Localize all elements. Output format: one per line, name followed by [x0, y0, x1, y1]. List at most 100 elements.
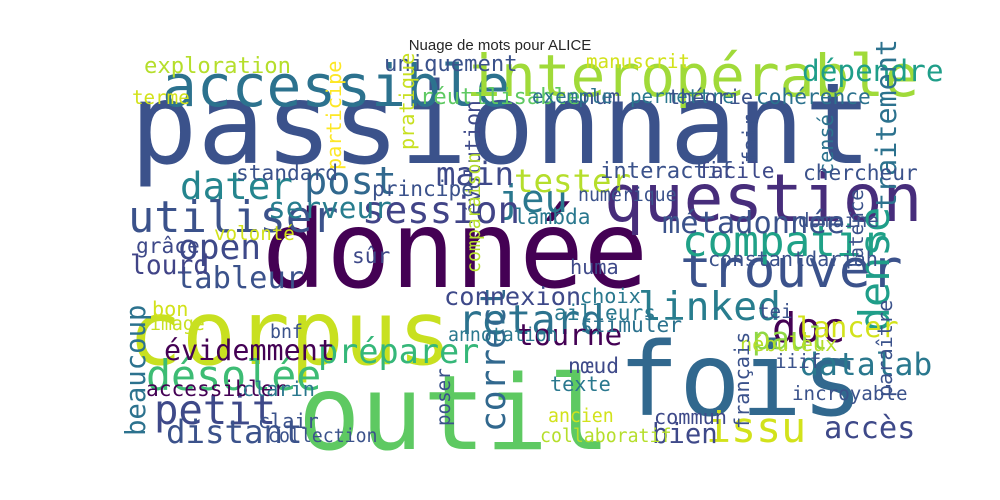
word-lambda: lambda: [514, 204, 591, 229]
word-jeu: jeu: [498, 177, 568, 222]
word-tester: tester: [514, 162, 631, 200]
word-clair: clair: [258, 409, 319, 433]
word-desolee: désolée: [146, 351, 321, 400]
word-francais: français: [730, 332, 754, 429]
word-collection: collection: [268, 426, 378, 447]
word-commun: commun: [654, 405, 727, 429]
word-grace: grâce: [136, 233, 200, 258]
word-correct: correct: [474, 287, 514, 432]
word-preparer: préparer: [318, 332, 479, 371]
word-iiif: iiif: [775, 350, 821, 373]
word-lancer: lancer: [796, 311, 899, 344]
word-session: session: [362, 188, 520, 232]
word-facile: facile: [698, 158, 775, 183]
word-traitement: traitement: [870, 39, 903, 210]
word-participe: participe: [322, 61, 346, 170]
word-tableur: tableur: [176, 261, 304, 296]
word-theorie: théorie: [668, 85, 753, 109]
word-terme: terme: [132, 86, 190, 109]
word-comparaison: comparaison: [464, 153, 485, 273]
word-interactif: interactif: [600, 158, 734, 184]
word-incroyable: incroyable: [792, 382, 908, 405]
word-paul: paul: [752, 321, 828, 357]
word-accessibler: accessibler: [146, 376, 286, 401]
word-bien: bien: [652, 419, 718, 450]
word-bnf: bnf: [270, 322, 303, 343]
word-coherence: cohérence: [756, 84, 871, 109]
word-connexion: connexion: [444, 282, 581, 311]
word-domaine: domaine: [798, 209, 879, 232]
word-compatir: compatir: [682, 217, 887, 267]
word-uniquement: uniquement: [384, 51, 518, 77]
word-latence: latence: [845, 189, 868, 270]
word-post: post: [304, 159, 397, 204]
word-retard: retard: [458, 296, 605, 344]
word-donnee: donnée: [262, 189, 648, 313]
word-doc: doc: [772, 304, 845, 352]
word-clarin: clarin: [242, 377, 315, 401]
word-chercheur: chercheur: [803, 160, 918, 185]
word-texte: texte: [550, 372, 611, 396]
word-dense: dense: [850, 207, 899, 332]
word-utiliser: utiliser: [128, 192, 338, 243]
chart-title: Nuage de mots pour ALICE: [408, 37, 592, 54]
word-bon: bon: [152, 297, 188, 321]
word-tei: tei: [758, 300, 793, 323]
word-trouver: trouver: [680, 239, 903, 300]
word-poser: poser: [432, 368, 455, 426]
word-num: num: [582, 84, 620, 109]
word-constant: constant: [708, 247, 805, 271]
word-pratique: pratique: [395, 53, 419, 150]
word-fois: fois: [618, 322, 863, 440]
word-standard: standard: [236, 160, 338, 185]
word-ailleurs: ailleurs: [554, 300, 656, 325]
word-main: main: [436, 155, 514, 193]
word-passionnant: passionnant: [130, 60, 872, 190]
word-sur: sûr: [352, 243, 390, 268]
word-cense: censé: [814, 114, 838, 175]
word-paraitre: paraître: [873, 300, 897, 397]
word-dater: dater: [180, 164, 293, 208]
word-petit: petit: [154, 386, 276, 434]
word-beaucoup: beaucoup: [121, 305, 152, 436]
word-evolution: évolution: [460, 100, 485, 215]
word-manuscrit: manuscrit: [586, 50, 690, 73]
word-huma: huma: [570, 255, 619, 279]
word-choix: choix: [580, 284, 641, 308]
word-question: question: [604, 160, 922, 237]
word-image: image: [150, 314, 205, 335]
word-exploration: exploration: [144, 53, 291, 79]
word-serveur: serveur: [268, 191, 392, 225]
word-numerique: numérique: [578, 185, 677, 206]
word-fair: fair: [738, 114, 762, 163]
word-acces: accès: [824, 411, 915, 446]
word-datalab: datalab: [800, 347, 932, 383]
word-volonte: volonté: [214, 222, 295, 245]
word-reutilisable: réutilisable: [420, 84, 580, 110]
word-outil: outil: [298, 354, 610, 474]
word-noeud: nœud: [568, 353, 619, 378]
word-issu: issu: [706, 403, 806, 452]
word-dependre: dépendre: [802, 54, 944, 88]
word-ancien: ancien: [548, 406, 614, 427]
word-permettre: permettre: [630, 85, 734, 108]
word-dariah: dariah: [805, 247, 878, 271]
word-annotation: annotation: [448, 325, 558, 346]
word-stimuler: stimuler: [580, 312, 682, 337]
word-exemple: exemple: [532, 85, 613, 108]
word-lourd: lourd: [130, 251, 209, 281]
word-corpus: corpus: [128, 282, 452, 386]
word-accessible: accessible: [162, 52, 511, 120]
word-principe: principe: [372, 176, 474, 201]
word-metadonnee: métadonnée: [662, 206, 845, 241]
word-linked: linked: [638, 284, 781, 330]
word-collaboratif: collaboratif: [540, 426, 671, 447]
word-tourne: tourne: [516, 318, 622, 352]
word-evidemment: évidemment: [164, 334, 335, 367]
word-interoperable: interopérable: [466, 42, 919, 110]
word-open: open: [178, 228, 261, 268]
word-nebuleux: nébuleux: [740, 332, 837, 356]
word-distant: distant: [166, 413, 303, 451]
